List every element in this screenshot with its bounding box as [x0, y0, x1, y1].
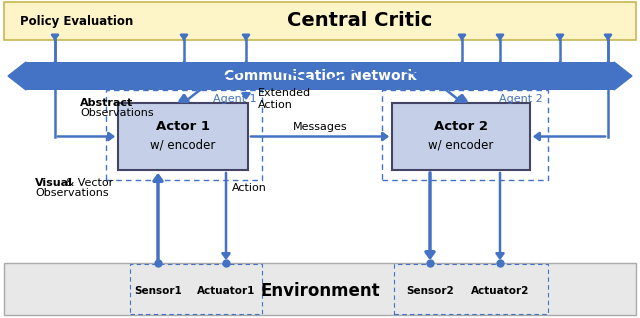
- Text: Communication Network: Communication Network: [224, 69, 416, 83]
- Text: Sensor2: Sensor2: [406, 286, 454, 296]
- Text: Action: Action: [232, 183, 267, 193]
- Text: Visual: Visual: [35, 178, 73, 188]
- Bar: [4, 263, 636, 315]
- Text: Policy Evaluation: Policy Evaluation: [20, 15, 133, 27]
- Text: Observations: Observations: [80, 108, 154, 118]
- Text: Messages: Messages: [292, 121, 348, 132]
- Text: Actor 2: Actor 2: [434, 120, 488, 133]
- Bar: [130, 264, 262, 314]
- Text: Agent 2: Agent 2: [499, 94, 543, 104]
- Bar: [4, 2, 636, 40]
- Text: Environment: Environment: [260, 282, 380, 300]
- Bar: [382, 90, 548, 180]
- Text: Central Critic: Central Critic: [287, 11, 433, 31]
- Text: Actuator1: Actuator1: [197, 286, 255, 296]
- Text: Extended
Action: Extended Action: [258, 88, 311, 110]
- Bar: [394, 264, 548, 314]
- Text: w/ encoder: w/ encoder: [428, 138, 493, 151]
- FancyBboxPatch shape: [118, 103, 248, 170]
- Text: Agent 1: Agent 1: [213, 94, 257, 104]
- Text: & Vector: & Vector: [62, 178, 113, 188]
- Text: Actor 1: Actor 1: [156, 120, 210, 133]
- FancyBboxPatch shape: [392, 103, 530, 170]
- Text: Observations: Observations: [35, 188, 109, 198]
- Polygon shape: [614, 62, 632, 90]
- Text: Actuator2: Actuator2: [471, 286, 529, 296]
- Bar: [106, 90, 262, 180]
- Text: Sensor1: Sensor1: [134, 286, 182, 296]
- Text: w/ encoder: w/ encoder: [150, 138, 216, 151]
- Bar: [26, 62, 614, 90]
- Text: Abstract: Abstract: [80, 98, 133, 108]
- Polygon shape: [8, 62, 26, 90]
